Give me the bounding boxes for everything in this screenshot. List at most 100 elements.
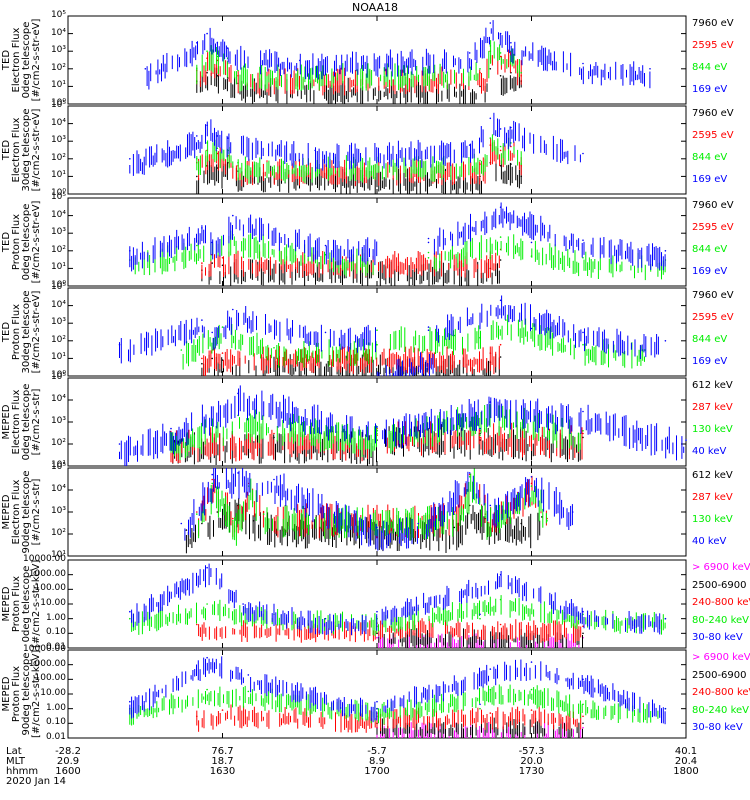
data-point [489, 45, 492, 47]
data-point [479, 617, 481, 620]
data-point [206, 603, 208, 605]
data-point [582, 715, 584, 718]
data-point [314, 149, 317, 152]
data-point [129, 610, 131, 613]
data-point [237, 392, 239, 395]
data-point [232, 520, 234, 522]
data-point [201, 362, 203, 365]
data-point [196, 158, 198, 160]
data-point [499, 598, 502, 601]
data-point [262, 513, 265, 515]
data-point [376, 343, 378, 346]
data-point [489, 137, 492, 139]
data-point [144, 68, 147, 70]
data-point [520, 163, 522, 165]
data-point [427, 326, 430, 328]
data-point [489, 401, 492, 403]
series-169-ev [129, 202, 667, 272]
data-point [237, 472, 239, 474]
data-point [201, 319, 203, 321]
data-point [499, 206, 502, 208]
data-point [221, 709, 224, 711]
data-point [118, 443, 121, 445]
data-point [479, 71, 481, 74]
data-point [170, 427, 172, 430]
data-point [206, 71, 208, 74]
data-point [273, 432, 275, 435]
data-point [221, 359, 224, 361]
data-point [479, 336, 481, 339]
data-point [530, 327, 533, 330]
data-point [468, 52, 471, 54]
data-point [211, 331, 213, 334]
data-point [196, 68, 198, 70]
data-point [582, 726, 584, 729]
data-point [216, 511, 219, 513]
data-point [499, 299, 502, 302]
data-point [571, 511, 574, 513]
data-point [582, 632, 584, 635]
data-point [530, 255, 533, 257]
data-point [664, 250, 667, 252]
data-point [273, 478, 275, 481]
data-point [582, 430, 584, 432]
data-point [468, 476, 471, 478]
data-point [499, 236, 502, 238]
data-point [530, 476, 533, 478]
data-point [499, 623, 502, 626]
data-point [479, 434, 481, 437]
data-point [221, 326, 224, 328]
data-point [118, 343, 121, 346]
data-point [216, 55, 219, 58]
data-point [499, 128, 502, 130]
data-point [479, 430, 481, 432]
series-40-kev [180, 468, 574, 551]
data-point [664, 340, 667, 342]
data-point [427, 237, 430, 240]
data-point [206, 50, 208, 52]
data-point [196, 135, 198, 137]
data-point [489, 712, 492, 714]
data-point [376, 610, 378, 613]
data-point [211, 241, 213, 244]
data-point [226, 161, 229, 164]
data-point [216, 42, 219, 44]
data-point [427, 251, 430, 254]
data-point [376, 430, 378, 432]
series-169-ev [129, 112, 584, 176]
data-point [685, 439, 687, 441]
data-point [226, 47, 229, 49]
figure-title: NOAA18 [351, 1, 399, 14]
data-point [417, 522, 420, 525]
series-844-ev [196, 134, 522, 184]
data-point [530, 241, 533, 244]
data-point [453, 334, 456, 337]
data-point [520, 175, 522, 178]
data-point [499, 75, 502, 77]
data-point [489, 352, 492, 354]
series-30-80-kev [129, 563, 667, 635]
data-point [201, 262, 203, 264]
data-point [216, 167, 219, 169]
data-point [499, 343, 502, 346]
data-point [252, 520, 255, 522]
data-point [273, 436, 275, 439]
data-point [427, 241, 430, 244]
data-point [510, 42, 512, 44]
data-point [216, 147, 219, 149]
data-point [211, 357, 213, 360]
data-point [582, 152, 584, 155]
data-point [541, 516, 543, 518]
data-point [221, 264, 224, 267]
data-point [237, 69, 239, 72]
data-point [582, 343, 584, 346]
data-point [520, 522, 522, 525]
data-point [221, 352, 224, 354]
data-point [479, 68, 481, 70]
series-844-ev [196, 40, 522, 92]
data-point [510, 163, 512, 165]
data-point [499, 52, 502, 54]
data-point [129, 250, 131, 252]
data-point [206, 57, 208, 59]
data-point [489, 144, 492, 146]
